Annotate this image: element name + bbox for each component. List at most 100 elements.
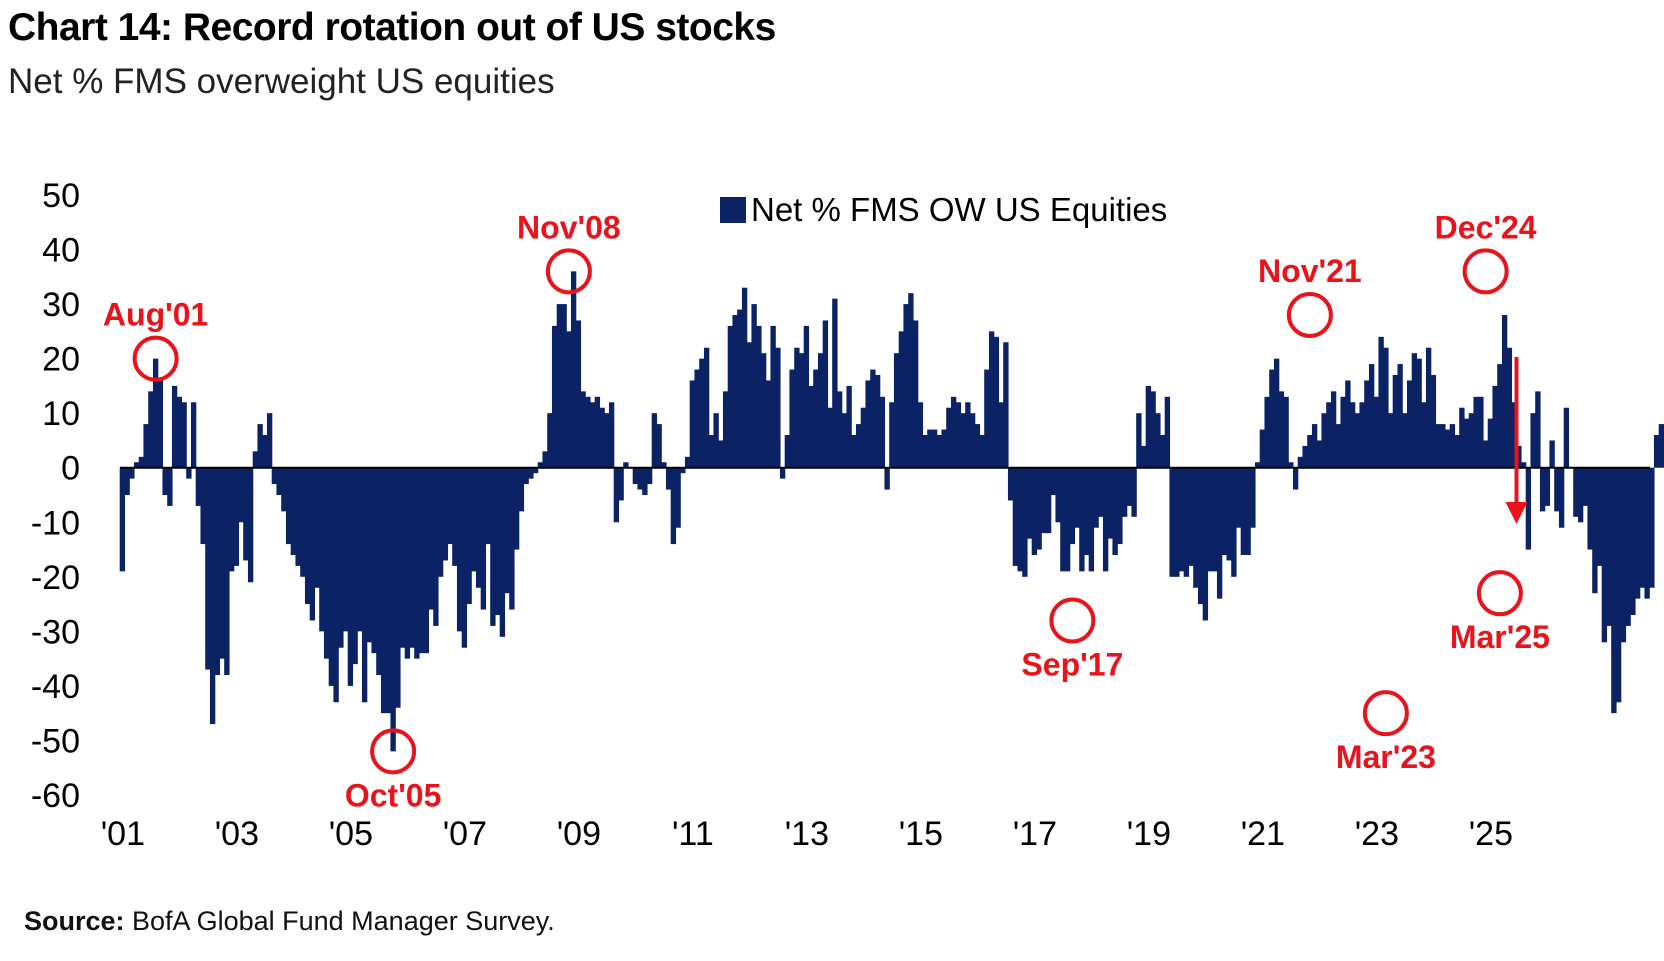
bar [1558, 467, 1565, 528]
bar [1639, 467, 1646, 588]
bar [1007, 467, 1014, 501]
bar [1178, 467, 1185, 572]
bar [1017, 467, 1023, 572]
bar [1012, 467, 1019, 566]
x-tick-label: '09 [557, 815, 601, 853]
bar [813, 369, 819, 468]
bar [1406, 380, 1413, 468]
bar [395, 467, 401, 708]
bar [1250, 467, 1256, 528]
bar [404, 467, 411, 659]
y-tick-label: -40 [31, 668, 80, 706]
bar [124, 467, 130, 495]
bar [494, 467, 501, 615]
bar [300, 467, 306, 577]
bar [1501, 315, 1508, 468]
bar [152, 358, 159, 468]
bar [737, 309, 743, 468]
bar [936, 435, 943, 468]
bar [148, 391, 154, 468]
bar [414, 467, 420, 659]
bar [342, 467, 349, 632]
bar [238, 467, 244, 523]
bar [1041, 467, 1047, 534]
bar [1283, 396, 1289, 468]
bar [1155, 413, 1161, 468]
annotation-label: Nov'08 [517, 209, 621, 245]
bar [1478, 396, 1484, 468]
bar [129, 467, 135, 479]
bar [504, 467, 510, 594]
x-tick-label: '01 [101, 815, 145, 853]
bar [1088, 467, 1095, 572]
annotation-circle [1049, 597, 1096, 644]
bar [1098, 467, 1104, 517]
bar [181, 402, 187, 468]
bar [1549, 440, 1555, 468]
bar [1544, 467, 1551, 506]
bar [133, 462, 140, 468]
bar [756, 325, 762, 468]
annotation-circle [545, 248, 592, 295]
bar [1259, 429, 1266, 468]
bar [922, 435, 928, 468]
y-tick-label: 0 [61, 450, 80, 488]
bar [566, 331, 572, 468]
annotation-circle [1362, 690, 1409, 737]
bar [908, 293, 914, 468]
bar [604, 413, 610, 468]
annotation-circle [1462, 248, 1509, 295]
bar [1463, 418, 1470, 468]
x-tick-label: '03 [215, 815, 259, 853]
bar [651, 413, 658, 468]
bar [846, 385, 852, 468]
bar [319, 467, 325, 632]
bar [1340, 396, 1346, 468]
bar [1368, 364, 1375, 468]
bar [575, 320, 582, 468]
bar [371, 467, 377, 654]
bar [718, 440, 724, 468]
bar [1069, 467, 1076, 545]
bar [879, 396, 886, 468]
bar [608, 402, 615, 468]
bar [1345, 380, 1351, 468]
annotation-label: Mar'25 [1450, 619, 1550, 655]
bar [1421, 402, 1427, 468]
bar [513, 467, 520, 550]
bar [357, 467, 363, 632]
bar [1169, 467, 1175, 577]
bar [257, 424, 263, 468]
bar [1644, 467, 1650, 599]
bar [1150, 391, 1156, 468]
bar [456, 467, 463, 632]
legend-label: Net % FMS OW US Equities [751, 191, 1167, 228]
bar [447, 467, 453, 545]
bar [969, 413, 976, 468]
bar [1444, 429, 1451, 468]
bar [680, 467, 686, 474]
bar [1516, 445, 1522, 468]
bar [247, 467, 254, 583]
bar [1459, 407, 1465, 468]
bar [1159, 435, 1166, 468]
bar [661, 462, 667, 468]
bar [309, 467, 316, 621]
source-label: Source: [24, 906, 125, 936]
bar [689, 380, 696, 468]
bar [1606, 467, 1612, 626]
bar [138, 456, 145, 468]
bar [423, 467, 430, 654]
bar [694, 369, 700, 468]
bar [262, 435, 268, 468]
bar [1449, 424, 1456, 468]
bar [1226, 467, 1232, 561]
bar [485, 467, 491, 545]
bar [1121, 467, 1128, 517]
bar [1520, 462, 1527, 468]
bar [1397, 364, 1403, 468]
bar [209, 467, 216, 725]
bar [252, 451, 259, 468]
bar [927, 429, 933, 468]
